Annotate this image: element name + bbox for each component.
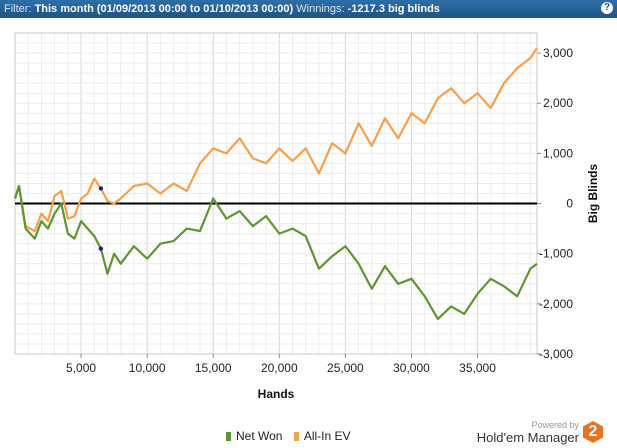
series-line-net-won: [13, 184, 538, 320]
help-icon[interactable]: ?: [601, 2, 613, 14]
holdem-manager-logo-icon: 2: [583, 421, 603, 443]
data-marker: [98, 186, 104, 191]
y-tick-label: 2,000: [543, 96, 573, 110]
legend: Net Won All-In EV: [226, 429, 359, 443]
filter-label: Filter:: [4, 3, 32, 15]
marker-layer: [98, 186, 104, 251]
net-won-swatch: [226, 432, 231, 441]
data-marker: [98, 246, 104, 251]
y-tick-label: 1,000: [543, 146, 573, 160]
branding: Powered by Hold'em Manager: [477, 420, 579, 446]
y-tick-label: -1,000: [539, 247, 573, 261]
plot-area: [14, 32, 538, 355]
filter-value[interactable]: This month (01/09/2013 00:00 to 01/10/20…: [34, 3, 294, 15]
y-tick-label: 3,000: [543, 46, 573, 60]
legend-item-net-won[interactable]: Net Won: [226, 429, 282, 443]
x-axis-label: Hands: [258, 387, 295, 401]
x-tick-label: 30,000: [393, 361, 430, 375]
x-tick-label: 20,000: [261, 361, 298, 375]
powered-by-text: Powered by: [531, 420, 579, 430]
y-tick-label: -2,000: [539, 297, 573, 311]
y-tick-label: -3,000: [539, 347, 573, 361]
legend-label-all-in-ev: All-In EV: [303, 429, 351, 443]
chart-grid: [15, 32, 537, 355]
x-tick-label: 25,000: [327, 361, 364, 375]
x-tick-label: 15,000: [195, 361, 232, 375]
graph-chart: 5,000 10,000 15,000 20,000 25,000 30,000 35,00…: [13, 32, 600, 401]
all-in-ev-swatch: [293, 432, 299, 441]
x-tick-label: 5,000: [66, 361, 96, 375]
filter-bar: Filter: This month (01/09/2013 00:00 to …: [0, 0, 617, 18]
y-axis-ticks: 3,000 2,000 1,000 0 -1,000 -2,000 -3,000: [537, 46, 573, 361]
winnings-value: -1217.3 big blinds: [347, 3, 440, 15]
x-axis-ticks: 5,000 10,000 15,000 20,000 25,000 30,000 35,00…: [66, 354, 496, 375]
y-axis-label: Big Blinds: [586, 164, 600, 224]
x-tick-label: 10,000: [129, 361, 166, 375]
winnings-label: Winnings:: [296, 3, 345, 15]
series-layer: [13, 47, 538, 320]
legend-label-net-won: Net Won: [236, 429, 283, 443]
series-line-all-in-ev: [13, 47, 538, 233]
y-tick-label: 0: [566, 197, 573, 211]
brand-name: Hold'em Manager: [476, 430, 579, 445]
legend-item-all-in-ev[interactable]: All-In EV: [293, 429, 351, 443]
x-tick-label: 35,000: [459, 361, 496, 375]
